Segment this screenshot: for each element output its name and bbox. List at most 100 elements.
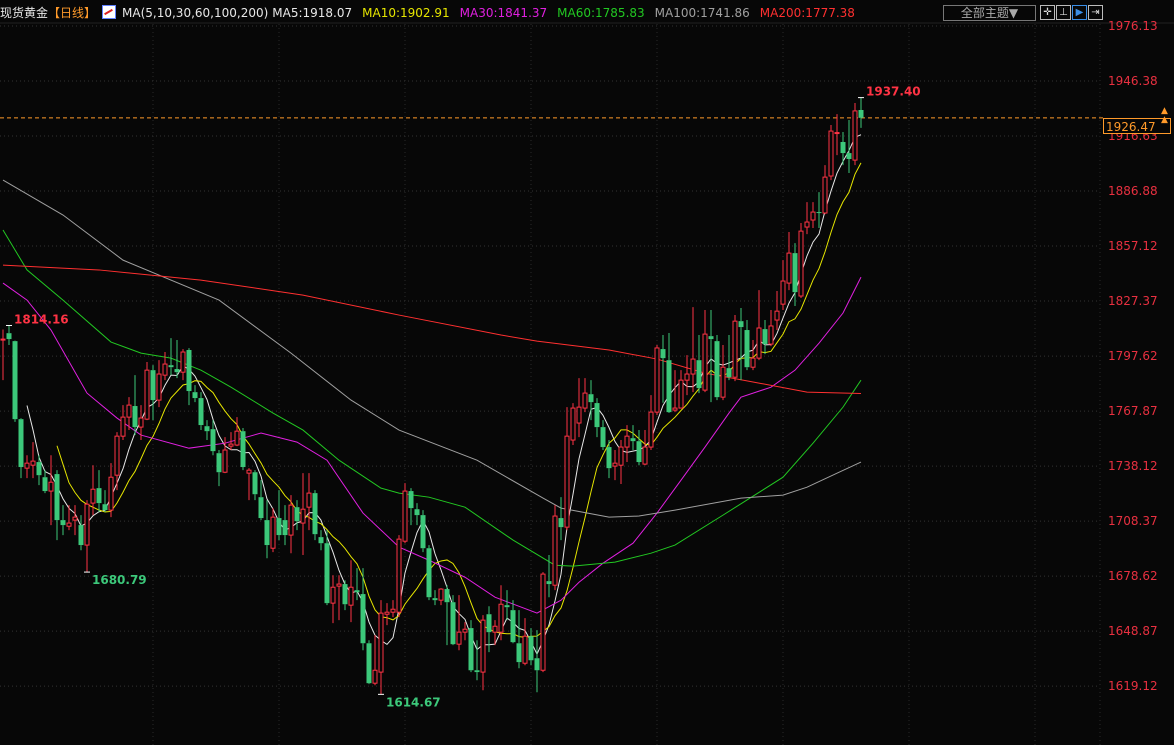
candle bbox=[408, 488, 414, 526]
shift-right-icon[interactable]: ⇥ bbox=[1088, 5, 1103, 20]
ma-line-ma5 bbox=[26, 134, 862, 656]
candle-body-down bbox=[168, 365, 174, 368]
candles bbox=[0, 97, 864, 695]
candle bbox=[588, 380, 594, 421]
candle-body-up bbox=[234, 430, 240, 446]
candle bbox=[108, 463, 114, 518]
candle-body-down bbox=[186, 350, 192, 392]
ma-line-ma100 bbox=[2, 179, 862, 518]
candle bbox=[774, 291, 780, 331]
ma-legend-item: MA200:1777.38 bbox=[759, 6, 855, 20]
candle-body-up bbox=[390, 608, 396, 613]
candle bbox=[654, 345, 660, 416]
candle-body-down bbox=[12, 341, 18, 420]
candle-body-up bbox=[228, 443, 234, 447]
candle bbox=[672, 370, 678, 413]
candle-body-up bbox=[498, 603, 504, 633]
candle bbox=[366, 640, 372, 685]
candle bbox=[354, 568, 360, 601]
theme-dropdown[interactable]: 全部主题▼ bbox=[943, 5, 1036, 21]
candle bbox=[606, 440, 612, 479]
play-axis-icon[interactable]: ▶ bbox=[1072, 5, 1087, 20]
candle-body-down bbox=[42, 477, 48, 492]
candle-body-up bbox=[0, 338, 6, 341]
candle-body-up bbox=[570, 407, 576, 441]
candle-body-up bbox=[438, 588, 444, 601]
y-tick-label: 1797.62 bbox=[1108, 349, 1158, 363]
candle-body-down bbox=[192, 392, 198, 399]
indicator-icon[interactable] bbox=[102, 5, 117, 19]
candle-body-down bbox=[600, 427, 606, 448]
candle bbox=[432, 590, 438, 606]
scroll-up-icon[interactable]: ▲ ▲ bbox=[1161, 106, 1168, 125]
high-price-label: 1814.16 bbox=[14, 312, 69, 326]
candle bbox=[306, 473, 312, 531]
candle-body-down bbox=[312, 493, 318, 535]
candle-body-down bbox=[150, 370, 156, 401]
candle bbox=[72, 505, 78, 536]
y-tick-label: 1678.62 bbox=[1108, 569, 1158, 583]
y-tick-label: 1886.88 bbox=[1108, 184, 1158, 198]
candle-body-up bbox=[618, 446, 624, 466]
candle bbox=[516, 610, 522, 669]
range-icon[interactable]: ⊥ bbox=[1056, 5, 1071, 20]
candle bbox=[294, 500, 300, 531]
period-label[interactable]: 【日线】 bbox=[48, 6, 97, 20]
candle-body-up bbox=[732, 320, 738, 378]
candle-body-down bbox=[198, 398, 204, 426]
candle bbox=[690, 307, 696, 393]
candle bbox=[222, 437, 228, 474]
candle-body-up bbox=[798, 230, 804, 297]
candle bbox=[342, 580, 348, 611]
candle bbox=[150, 365, 156, 421]
candle bbox=[0, 329, 6, 381]
candle bbox=[438, 588, 444, 606]
low-price-label: 1680.79 bbox=[92, 573, 147, 587]
candle-body-up bbox=[774, 310, 780, 321]
candle bbox=[12, 340, 18, 422]
y-tick-label: 1619.12 bbox=[1108, 679, 1158, 693]
candle-body-down bbox=[426, 548, 432, 598]
candle bbox=[636, 430, 642, 466]
candle-body-down bbox=[324, 543, 330, 604]
candle bbox=[630, 425, 636, 451]
candle bbox=[390, 600, 396, 618]
candle-body-down bbox=[792, 253, 798, 293]
candle-body-down bbox=[366, 643, 372, 684]
candle bbox=[558, 497, 564, 541]
candle-body-up bbox=[672, 407, 678, 411]
candle bbox=[426, 545, 432, 601]
candle bbox=[468, 620, 474, 673]
candle bbox=[144, 362, 150, 421]
candle-body-up bbox=[564, 435, 570, 528]
candle bbox=[30, 442, 36, 479]
candle bbox=[684, 355, 690, 396]
candle-body-down bbox=[132, 406, 138, 428]
candle bbox=[810, 202, 816, 228]
candle bbox=[348, 560, 354, 623]
candle-body-up bbox=[540, 573, 546, 671]
candle-body-down bbox=[858, 110, 864, 118]
candle bbox=[618, 440, 624, 485]
candle-body-up bbox=[690, 358, 696, 375]
candle-body-down bbox=[474, 670, 480, 673]
indicator-name[interactable]: MA(5,10,30,60,100,200) bbox=[122, 6, 269, 20]
candle-body-up bbox=[804, 221, 810, 228]
crosshair-icon[interactable]: ✛ bbox=[1040, 5, 1055, 20]
candle-body-down bbox=[588, 394, 594, 403]
candle bbox=[756, 290, 762, 361]
ma-line-ma200 bbox=[2, 264, 862, 394]
candle-body-up bbox=[834, 132, 840, 135]
candle bbox=[384, 603, 390, 626]
candle-body-up bbox=[330, 586, 336, 604]
candle bbox=[564, 407, 570, 531]
candle bbox=[96, 470, 102, 513]
candle-body-down bbox=[6, 333, 12, 340]
candle-body-up bbox=[750, 357, 756, 368]
candle-body-up bbox=[492, 625, 498, 633]
candle-body-down bbox=[78, 525, 84, 546]
candle bbox=[270, 508, 276, 553]
candle-body-down bbox=[264, 520, 270, 546]
y-tick-label: 1827.37 bbox=[1108, 294, 1158, 308]
